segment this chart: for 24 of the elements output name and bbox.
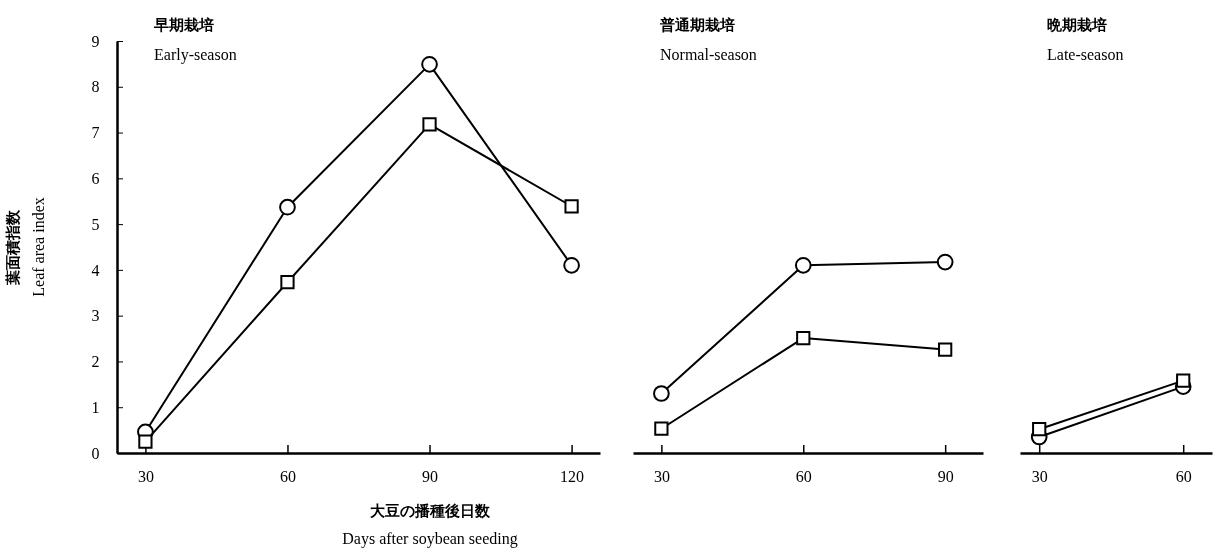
chart-title: 普通期栽培 Normal-season xyxy=(659,16,757,63)
y-tick-label: 5 xyxy=(91,215,100,233)
y-tick-label: 3 xyxy=(91,307,100,325)
y-tick-label: 2 xyxy=(91,353,100,371)
x-tick-label: 60 xyxy=(279,467,296,485)
y-tick-label: 7 xyxy=(91,124,100,142)
y-tick-label: 8 xyxy=(91,78,100,96)
x-tick-label: 60 xyxy=(795,467,812,485)
x-tick-label: 120 xyxy=(560,467,585,485)
y-tick-label: 4 xyxy=(91,261,100,279)
x-tick-label: 90 xyxy=(422,467,439,485)
y-axis-title: 葉面積指数 Leaf area index xyxy=(4,197,47,297)
y-tick-label: 6 xyxy=(91,169,100,187)
chart-title: 晩期栽培 Late-season xyxy=(1047,16,1124,63)
x-tick-label: 30 xyxy=(653,467,670,485)
y-tick-label: 0 xyxy=(91,444,100,462)
chart-title: 早期栽培 Early-season xyxy=(153,16,237,64)
x-tick-label: 90 xyxy=(937,467,954,485)
x-tick-label: 30 xyxy=(1031,467,1048,485)
y-tick-label: 1 xyxy=(91,398,100,416)
y-tick-label: 9 xyxy=(91,32,100,50)
x-tick-label: 30 xyxy=(137,467,154,485)
x-axis-title: 大豆の播種後日数 Days after soybean seeding xyxy=(342,502,518,548)
x-tick-label: 60 xyxy=(1175,467,1192,485)
